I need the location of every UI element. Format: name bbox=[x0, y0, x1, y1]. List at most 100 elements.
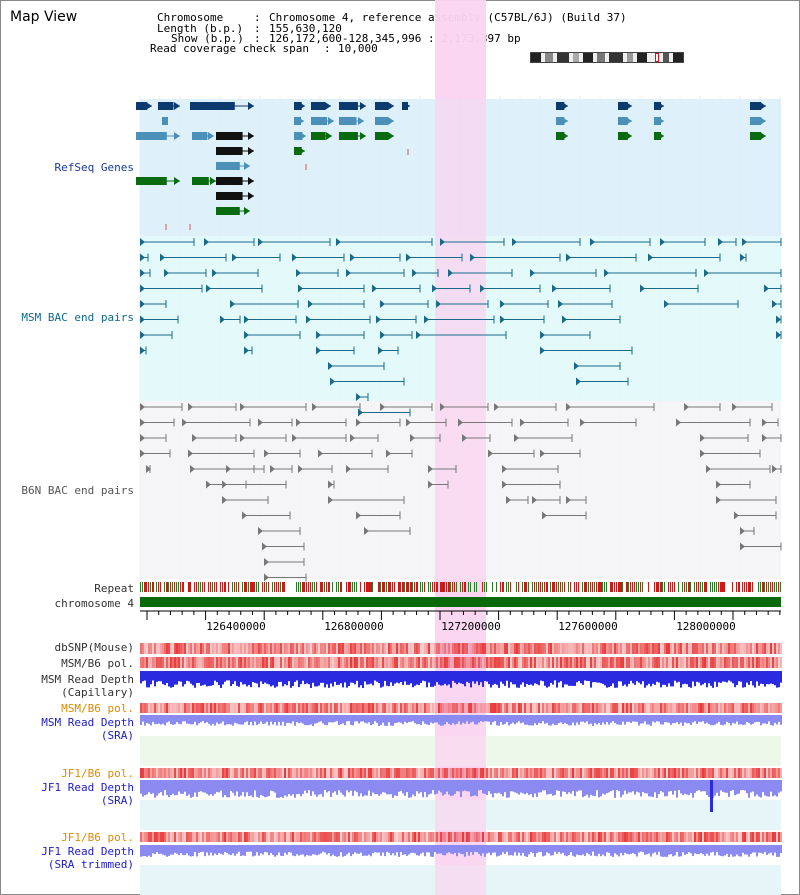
msm-pol-cell bbox=[760, 657, 762, 668]
msm-sra-depth-bar bbox=[378, 715, 380, 726]
msm-pol2-cell bbox=[352, 703, 354, 713]
msm-pol2-cell bbox=[282, 703, 284, 713]
jf1-sra-depth-bar bbox=[356, 780, 358, 793]
gene-exon bbox=[556, 117, 565, 125]
msm-sra-depth-bar bbox=[452, 715, 454, 724]
jf1-sra-depth-bar bbox=[250, 780, 252, 796]
msm-bac-end bbox=[440, 238, 445, 246]
jf1-trim-depth-bar bbox=[348, 845, 350, 853]
msm-pol-cell bbox=[228, 657, 230, 668]
msm-bac-end bbox=[220, 315, 225, 324]
chromosome-ideogram[interactable] bbox=[530, 52, 684, 63]
msm-pol2-cell bbox=[402, 703, 404, 713]
repeat-element bbox=[556, 582, 557, 592]
dbsnp-cell bbox=[330, 643, 332, 654]
dbsnp-cell bbox=[320, 643, 322, 654]
msm-pol-cell bbox=[154, 657, 156, 668]
msm-pol2-cell bbox=[396, 703, 398, 713]
dbsnp-cell bbox=[698, 643, 700, 654]
jf1-trim-depth-bar bbox=[732, 845, 734, 857]
repeat-element bbox=[460, 582, 461, 592]
msm-pol-cell bbox=[384, 657, 386, 668]
msm-sra-depth-bar bbox=[468, 715, 470, 724]
msm-pol2-cell bbox=[428, 703, 430, 713]
jf1-pol-cell bbox=[384, 768, 386, 778]
jf1-trim-depth-bar bbox=[274, 845, 276, 857]
msm-cap-depth-bar bbox=[500, 671, 502, 682]
msm-sra-depth-bar bbox=[336, 715, 338, 722]
msm-sra-depth-bar bbox=[488, 715, 490, 722]
msm-pol2-cell bbox=[626, 703, 628, 713]
msm-sra-depth-bar bbox=[256, 715, 258, 726]
msm-pol-cell bbox=[390, 657, 392, 668]
jf1-sra-depth-bar bbox=[182, 780, 184, 794]
b6n-bac-end bbox=[762, 434, 767, 442]
msm-cap-depth-bar bbox=[370, 671, 372, 684]
msm-cap-depth-bar bbox=[670, 671, 672, 687]
msm-cap-depth-bar bbox=[514, 671, 516, 685]
jf1-sra-depth-bar bbox=[474, 780, 476, 796]
dbsnp-cell bbox=[450, 643, 452, 654]
msm-sra-depth-bar bbox=[548, 715, 550, 726]
msm-pol2-cell bbox=[348, 703, 350, 713]
repeat-element bbox=[668, 582, 669, 592]
msm-pol-cell bbox=[566, 657, 568, 668]
msm-pol-cell bbox=[438, 657, 440, 668]
jf1-pol-cell bbox=[178, 768, 180, 778]
jf1-pol-cell bbox=[318, 768, 320, 778]
dbsnp-cell bbox=[688, 643, 690, 654]
jf1-sra-depth-bar bbox=[364, 780, 366, 796]
jf1-pol-cell bbox=[152, 768, 154, 778]
jf1-pol-cell bbox=[768, 768, 770, 778]
msm-cap-depth-bar bbox=[190, 671, 192, 684]
jf1-sra-depth-bar bbox=[150, 780, 152, 794]
b6n-bac-end bbox=[428, 480, 433, 489]
jf1-trim-depth-bar bbox=[480, 845, 482, 856]
msm-pol-cell bbox=[242, 657, 244, 668]
jf1-pol2-cell bbox=[536, 832, 538, 842]
msm-pol2-cell bbox=[194, 703, 196, 713]
jf1-pol2-cell bbox=[648, 832, 650, 842]
dbsnp-cell bbox=[210, 643, 212, 654]
gene-exon bbox=[192, 177, 209, 185]
jf1-sra-depth-bar bbox=[352, 780, 354, 796]
jf1-sra-depth-bar bbox=[140, 780, 142, 794]
dbsnp-cell bbox=[232, 643, 234, 654]
msm-pol2-cell bbox=[186, 703, 188, 713]
msm-bac-end bbox=[500, 315, 505, 324]
msm-pol-cell bbox=[170, 657, 172, 668]
msm-cap-depth-bar bbox=[376, 671, 378, 682]
msm-pol2-cell bbox=[486, 703, 488, 713]
msm-cap-depth-bar bbox=[402, 671, 404, 685]
repeat-element bbox=[476, 582, 477, 592]
msm-sra-depth-bar bbox=[530, 715, 532, 726]
jf1-trim-depth-bar bbox=[622, 845, 624, 856]
jf1-trim-depth-bar bbox=[448, 845, 450, 853]
msm-pol2-cell bbox=[704, 703, 706, 713]
msm-pol-cell bbox=[522, 657, 524, 668]
jf1-sra-depth-bar bbox=[576, 780, 578, 792]
msm-cap-depth-bar bbox=[538, 671, 540, 686]
jf1-pol2-cell bbox=[632, 832, 634, 842]
msm-pol2-cell bbox=[522, 703, 524, 713]
jf1-pol2-cell bbox=[390, 832, 392, 842]
jf1-trim-depth-bar bbox=[272, 845, 274, 855]
msm-sra-depth-bar bbox=[400, 715, 402, 723]
jf1-trim-depth-bar bbox=[198, 845, 200, 853]
msm-pol-cell bbox=[634, 657, 636, 668]
msm-pol2-cell bbox=[176, 703, 178, 713]
msm-cap-depth-bar bbox=[550, 671, 552, 683]
msm-cap-depth-bar bbox=[140, 671, 142, 684]
repeat-element bbox=[758, 582, 759, 592]
msm-pol-cell bbox=[258, 657, 260, 668]
jf1-trim-depth-bar bbox=[534, 845, 536, 857]
jf1-pol-cell bbox=[546, 768, 548, 778]
msm-pol2-cell bbox=[564, 703, 566, 713]
chromosome-bar bbox=[140, 597, 781, 607]
jf1-pol-cell bbox=[770, 768, 772, 778]
jf1-pol2-cell bbox=[410, 832, 412, 842]
jf1-pol-cell bbox=[422, 768, 424, 778]
msm-sra-depth-bar bbox=[190, 715, 192, 725]
repeat-element bbox=[614, 582, 615, 592]
